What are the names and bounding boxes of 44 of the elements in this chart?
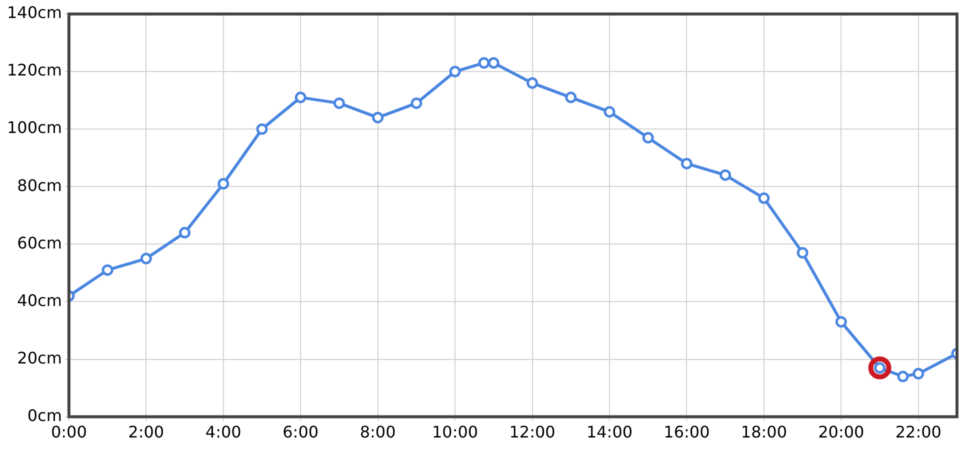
x-tick-label: 18:00 xyxy=(740,422,787,442)
y-tick-label: 40cm xyxy=(17,290,62,310)
y-tick-label: 60cm xyxy=(17,233,62,252)
point xyxy=(642,132,654,144)
point xyxy=(526,77,538,89)
x-tick-label: 0:00 xyxy=(50,422,87,442)
point xyxy=(897,370,909,382)
x-tick-label: 2:00 xyxy=(128,422,164,442)
y-tick-label: 20cm xyxy=(17,348,62,368)
point xyxy=(912,368,924,380)
point xyxy=(720,169,732,181)
point xyxy=(796,247,808,259)
point xyxy=(868,356,892,380)
point xyxy=(478,57,490,69)
y-tick-label: 80cm xyxy=(17,176,62,195)
x-tick-label: 14:00 xyxy=(586,422,633,442)
point xyxy=(333,97,345,109)
point xyxy=(294,92,306,104)
x-tick-label: 16:00 xyxy=(664,422,710,442)
x-tick-label: 10:00 xyxy=(432,422,478,442)
x-tick-label: 4:00 xyxy=(205,422,242,442)
point xyxy=(488,57,500,69)
point xyxy=(410,97,422,109)
x-tick-label: 8:00 xyxy=(360,422,396,442)
point xyxy=(102,264,114,276)
point xyxy=(140,252,152,264)
point xyxy=(758,192,770,204)
point xyxy=(835,316,847,328)
x-tick-label: 12:00 xyxy=(509,422,556,442)
point xyxy=(218,178,230,190)
point xyxy=(449,66,461,78)
y-tick-label: 140cm xyxy=(7,3,62,22)
y-tick-label: 120cm xyxy=(7,60,62,80)
y-tick-label: 100cm xyxy=(7,118,62,138)
x-tick-label: 22:00 xyxy=(895,422,942,442)
point xyxy=(680,158,692,170)
point xyxy=(565,92,577,104)
point xyxy=(604,106,616,118)
point xyxy=(179,226,191,238)
x-tick-label: 6:00 xyxy=(282,422,319,442)
y-tick-label: 0cm xyxy=(27,406,62,425)
point xyxy=(256,123,268,135)
x-tick-label: 20:00 xyxy=(818,422,864,442)
point xyxy=(372,112,384,124)
